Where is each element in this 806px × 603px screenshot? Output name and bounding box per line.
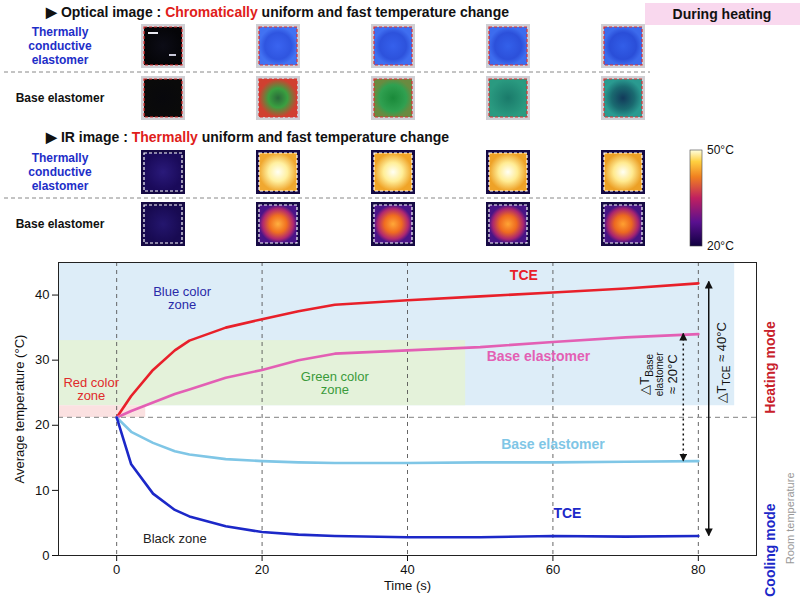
svg-text:20°C: 20°C bbox=[707, 239, 734, 252]
svg-text:Black zone: Black zone bbox=[143, 531, 207, 546]
svg-text:40: 40 bbox=[400, 562, 414, 577]
svg-text:Average temperature (°C): Average temperature (°C) bbox=[12, 335, 27, 484]
svg-text:Base elastomer: Base elastomer bbox=[487, 348, 591, 364]
svg-text:Blue colorzone: Blue colorzone bbox=[153, 284, 211, 312]
svg-text:10: 10 bbox=[35, 483, 49, 498]
svg-text:40: 40 bbox=[35, 287, 49, 302]
svg-text:Cooling mode: Cooling mode bbox=[762, 503, 778, 597]
svg-text:Thermallyconductiveelastomer: Thermallyconductiveelastomer bbox=[28, 25, 92, 67]
svg-text:▶ Optical image : Chromaticall: ▶ Optical image : Chromatically uniform … bbox=[45, 4, 509, 20]
svg-text:≈ 20°C: ≈ 20°C bbox=[665, 354, 680, 394]
svg-text:TCE: TCE bbox=[553, 505, 581, 521]
svg-text:80: 80 bbox=[691, 562, 705, 577]
svg-text:Room temperature: Room temperature bbox=[784, 472, 796, 564]
svg-text:20: 20 bbox=[35, 417, 49, 432]
svg-text:60: 60 bbox=[546, 562, 560, 577]
svg-text:0: 0 bbox=[113, 562, 120, 577]
svg-text:Thermallyconductiveelastomer: Thermallyconductiveelastomer bbox=[28, 151, 92, 193]
svg-text:Green colorzone: Green colorzone bbox=[301, 369, 370, 397]
svg-text:TCE: TCE bbox=[510, 267, 538, 283]
svg-text:20: 20 bbox=[255, 562, 269, 577]
svg-text:During heating: During heating bbox=[673, 6, 772, 22]
svg-text:△TBase: △TBase bbox=[637, 353, 655, 394]
svg-text:Base elastomer: Base elastomer bbox=[501, 436, 605, 452]
svg-text:Base elastomer: Base elastomer bbox=[16, 217, 105, 231]
svg-text:0: 0 bbox=[42, 548, 49, 563]
svg-text:Red colorzone: Red colorzone bbox=[63, 375, 119, 403]
svg-text:Base elastomer: Base elastomer bbox=[16, 91, 105, 105]
svg-text:Heating mode: Heating mode bbox=[762, 321, 778, 414]
svg-text:Time (s): Time (s) bbox=[384, 578, 431, 593]
svg-text:50°C: 50°C bbox=[707, 143, 734, 157]
svg-text:▶ IR image : Thermally uniform: ▶ IR image : Thermally uniform and fast … bbox=[45, 129, 449, 145]
svg-text:30: 30 bbox=[35, 352, 49, 367]
svg-text:elastomer: elastomer bbox=[654, 352, 665, 397]
svg-text:△TTCE ≈ 40°C: △TTCE ≈ 40°C bbox=[714, 322, 732, 403]
